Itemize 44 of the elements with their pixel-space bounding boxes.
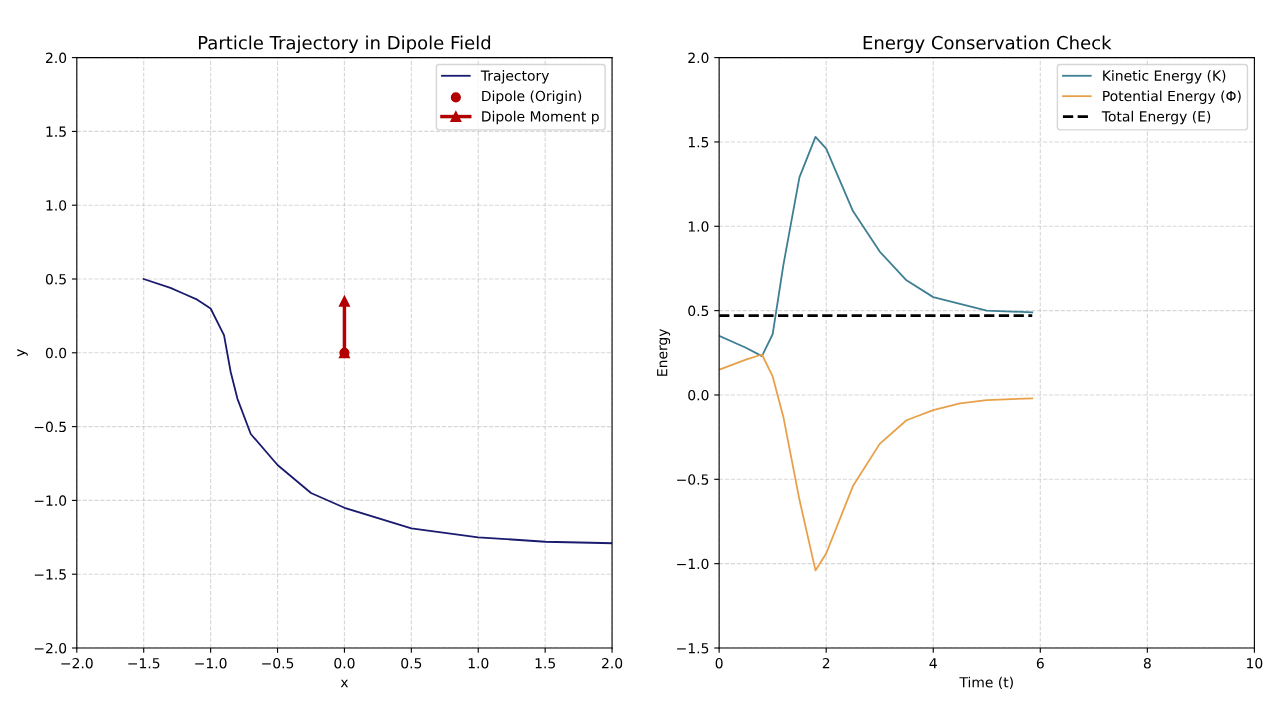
legend-label: Total Energy (E) (1101, 110, 1211, 125)
chart-title: Particle Trajectory in Dipole Field (198, 35, 491, 54)
x-tick-label: 2.0 (602, 657, 623, 669)
y-tick-label: −0.5 (34, 421, 66, 433)
x-tick-label: 6 (1036, 657, 1044, 669)
y-tick-label: 2.0 (46, 52, 67, 64)
chart-title: Energy Conservation Check (863, 35, 1112, 54)
x-tick-label: 2 (822, 657, 830, 669)
x-tick-label: −1.5 (128, 658, 160, 669)
x-tick-label: −2.0 (61, 657, 93, 669)
legend-label: Potential Energy (Φ) (1103, 90, 1241, 104)
x-axis-title: x (340, 679, 349, 688)
legend-label: Kinetic Energy (K) (1103, 70, 1226, 84)
y-tick-label: −1.0 (677, 558, 709, 570)
x-tick-label: 0 (715, 657, 723, 669)
x-tick-label: 1.5 (535, 658, 555, 669)
x-tick-label: −0.5 (262, 657, 294, 669)
x-tick-label: 4 (929, 658, 937, 669)
x-tick-label: 1.0 (468, 657, 489, 669)
x-tick-label: 0.5 (401, 657, 422, 669)
y-tick-label: 1.0 (46, 200, 67, 211)
y-tick-label: 0.0 (45, 347, 67, 359)
y-axis-title: Energy (657, 328, 671, 376)
y-tick-label: 0.0 (688, 389, 709, 401)
y-tick-label: 1.5 (46, 126, 66, 137)
y-tick-label: −0.5 (677, 474, 709, 485)
x-axis-title: Time (t) (959, 676, 1013, 690)
legend-label: Dipole Moment p (482, 110, 599, 125)
x-tick-label: 10 (1247, 657, 1263, 669)
y-tick-label: 0.5 (688, 305, 709, 317)
legend-label: Trajectory (480, 70, 550, 84)
y-tick-label: 0.5 (45, 273, 66, 285)
y-tick-label: −1.5 (677, 643, 709, 654)
y-tick-label: −1.5 (34, 569, 66, 580)
y-tick-label: −1.0 (34, 495, 67, 506)
legend-label: Dipole (Origin) (482, 90, 582, 104)
y-tick-label: 2.0 (688, 52, 709, 64)
y-axis-title: y (17, 349, 28, 357)
y-tick-label: −2.0 (34, 642, 67, 654)
x-tick-label: −1.0 (195, 657, 227, 669)
y-tick-label: 1.0 (688, 221, 709, 232)
x-tick-label: 0.0 (334, 657, 355, 669)
y-tick-label: 1.5 (688, 137, 709, 148)
x-tick-label: 8 (1143, 657, 1151, 669)
